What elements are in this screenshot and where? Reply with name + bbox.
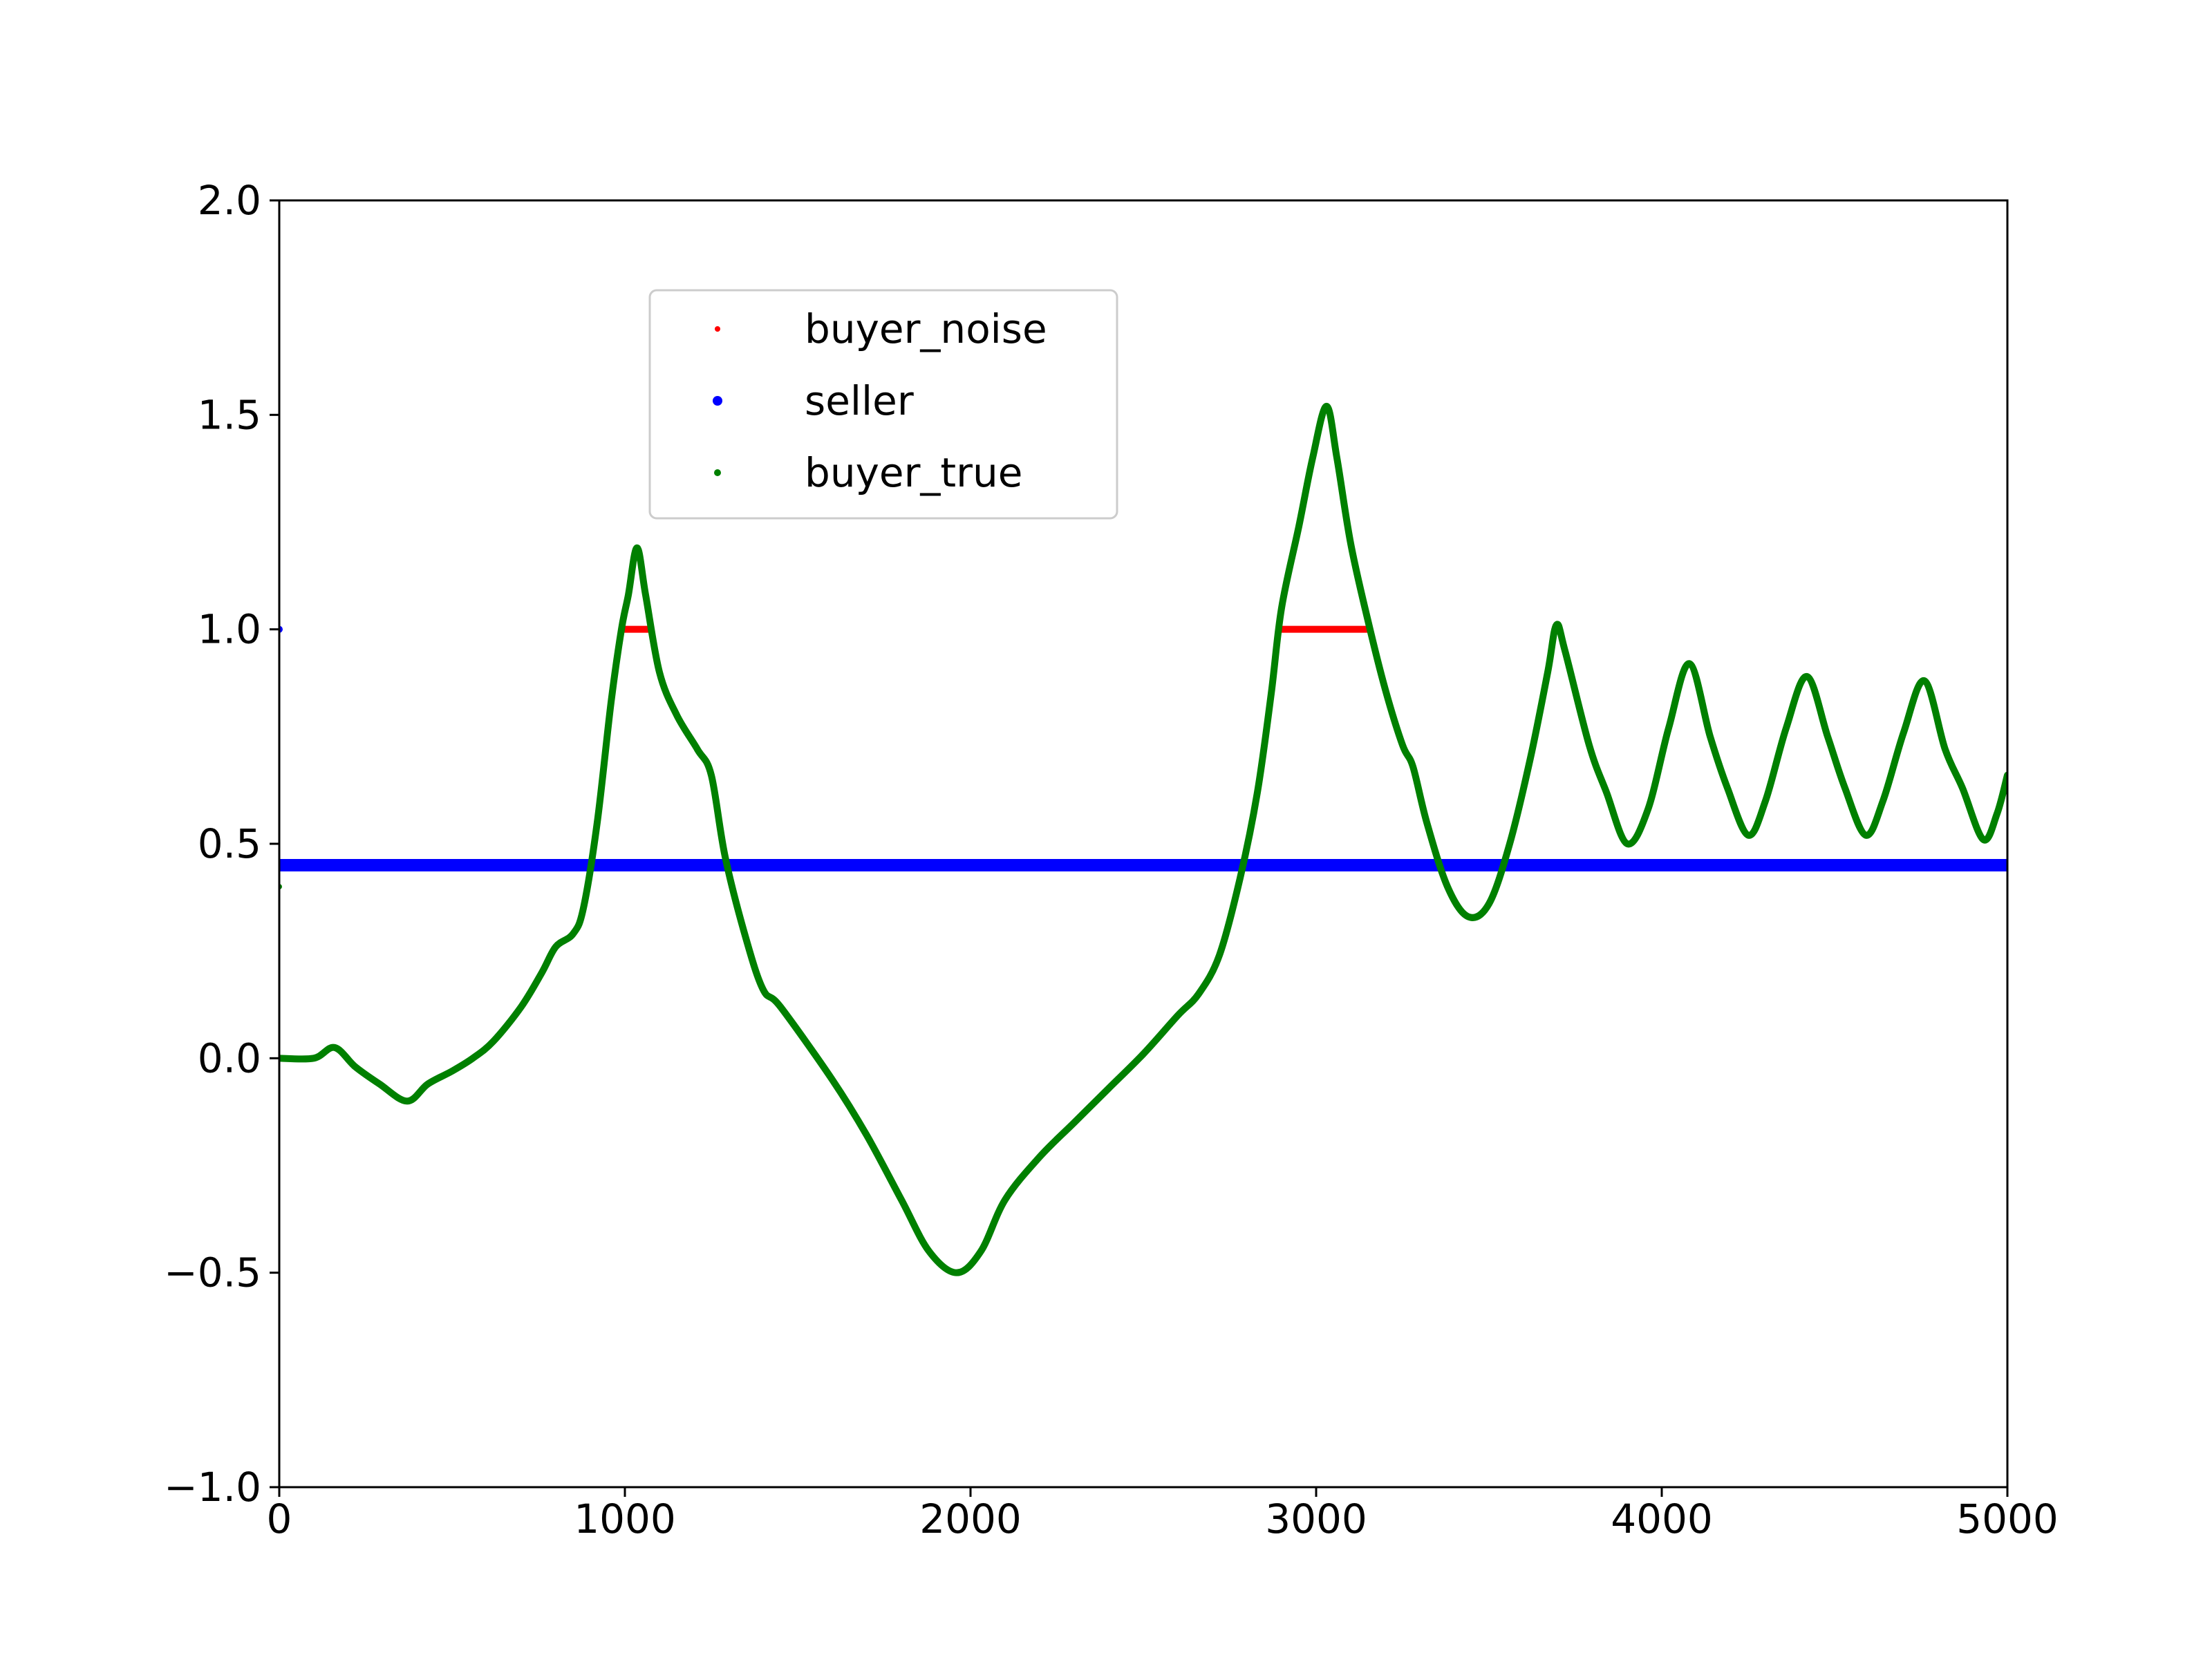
x-tick-label: 0 — [267, 1495, 292, 1542]
legend-box — [648, 289, 1118, 520]
legend-marker-seller — [713, 396, 722, 406]
y-tick-label: 1.0 — [198, 606, 261, 653]
buyer-true-line — [279, 402, 2007, 1276]
y-tick-label: 0.0 — [198, 1035, 261, 1082]
plot-area — [279, 402, 2007, 1276]
plot-series-group — [279, 402, 2007, 1276]
x-tick-label: 4000 — [1611, 1495, 1713, 1542]
axes: 0 1000 2000 3000 4000 5000 −1.0 −0.5 0.0 0.5 1.0 1.… — [164, 177, 2059, 1542]
legend-label-buyer-noise: buyer_noise — [805, 305, 1047, 352]
legend-label-buyer-true: buyer_true — [805, 449, 1022, 496]
y-tick-label: −0.5 — [164, 1249, 261, 1296]
x-tick-label: 3000 — [1265, 1495, 1367, 1542]
y-tick-label: −1.0 — [164, 1464, 261, 1511]
x-tick-label: 5000 — [1956, 1495, 2059, 1542]
legend-label-seller: seller — [805, 377, 914, 424]
y-tick-label: 0.5 — [198, 820, 261, 867]
y-tick-label: 2.0 — [198, 177, 261, 224]
legend-marker-buyer-true — [714, 469, 721, 476]
y-tick-label: 1.5 — [198, 391, 261, 438]
x-tick-label: 2000 — [919, 1495, 1022, 1542]
x-tick-label: 1000 — [574, 1495, 676, 1542]
legend-marker-buyer-noise — [715, 326, 720, 332]
